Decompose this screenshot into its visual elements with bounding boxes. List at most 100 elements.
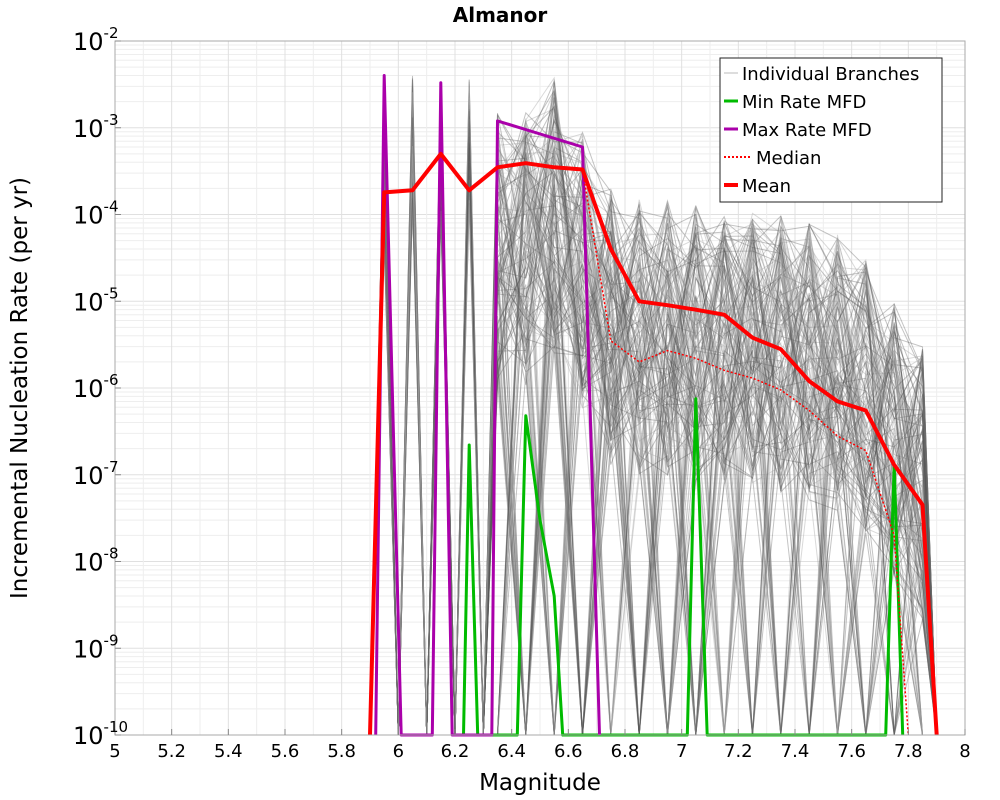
branch-line	[370, 127, 938, 736]
branch-line	[369, 104, 938, 736]
branch-line	[370, 95, 937, 736]
legend: Individual Branches Min Rate MFD Max Rat…	[719, 57, 943, 203]
branch-line	[369, 113, 937, 736]
y-tick-label: 10-7	[73, 458, 119, 490]
x-tick-label: 8	[959, 741, 970, 762]
y-tick-label: 10-2	[73, 24, 119, 56]
branch-line	[370, 88, 938, 736]
y-tick-label: 10-5	[73, 284, 119, 316]
legend-label-median: Median	[756, 148, 821, 169]
series-mean	[368, 151, 939, 736]
branch-line	[370, 81, 938, 736]
y-tick-label: 10-3	[73, 111, 119, 143]
legend-label-mean: Mean	[742, 176, 791, 197]
legend-label-max-rate: Max Rate MFD	[742, 120, 872, 141]
branch-line	[369, 131, 938, 736]
x-tick-label: 5.6	[271, 741, 300, 762]
legend-label-min-rate: Min Rate MFD	[742, 92, 866, 113]
series-max-rate-mfd	[374, 74, 601, 737]
branch-line	[370, 93, 938, 736]
x-tick-label: 7.2	[724, 741, 753, 762]
y-tick-label: 10-10	[73, 718, 128, 750]
branch-line	[369, 132, 938, 736]
branch-line	[369, 151, 938, 736]
x-axis-ticks: 5 5.2 5.4 5.6 5.8 6 6.2 6.4 6.6 6.8 7 7.2 7.4 7.6 7.8 8	[109, 729, 971, 762]
y-axis-ticks: 10-10 10-9 10-8 10-7 10-6 10-5 10-4 10-3 10-2	[73, 24, 128, 750]
branch-line	[369, 123, 938, 736]
branch-line	[370, 100, 938, 736]
branch-line	[370, 81, 938, 736]
x-tick-label: 5	[109, 741, 120, 762]
branch-line	[369, 108, 938, 736]
branch-line	[369, 106, 937, 736]
branch-line	[369, 111, 938, 736]
x-tick-label: 7.6	[837, 741, 866, 762]
branch-line	[369, 146, 938, 736]
branch-line	[369, 97, 938, 736]
branch-line	[369, 124, 938, 736]
branch-line	[369, 142, 938, 736]
branch-line	[370, 125, 938, 736]
branch-line	[370, 146, 938, 736]
branch-line	[369, 113, 938, 736]
x-tick-label: 7.8	[894, 741, 923, 762]
x-tick-label: 5.4	[214, 741, 243, 762]
branch-line	[370, 133, 937, 736]
chart-title: Almanor	[453, 3, 548, 27]
branch-line	[369, 97, 938, 736]
branch-line	[370, 107, 937, 736]
y-tick-label: 10-4	[73, 198, 119, 230]
x-tick-label: 6.4	[497, 741, 526, 762]
y-tick-label: 10-8	[73, 545, 119, 577]
x-tick-label: 7	[676, 741, 687, 762]
y-tick-label: 10-6	[73, 371, 119, 403]
x-tick-label: 6.6	[554, 741, 583, 762]
x-tick-label: 7.4	[781, 741, 810, 762]
branch-line	[370, 106, 938, 736]
branch-line	[369, 134, 938, 736]
branch-line	[369, 75, 938, 736]
branch-line	[370, 111, 938, 736]
y-tick-label: 10-9	[73, 631, 119, 663]
branch-line	[369, 104, 938, 736]
y-axis-label: Incremental Nucleation Rate (per yr)	[7, 177, 33, 599]
branch-line	[369, 83, 937, 736]
branch-line	[369, 89, 938, 736]
branch-line	[369, 142, 938, 736]
branch-line	[370, 126, 938, 736]
branch-line	[370, 79, 938, 736]
legend-box	[719, 57, 943, 203]
branch-line	[370, 178, 938, 736]
branch-line	[369, 132, 938, 736]
branch-line	[370, 134, 938, 736]
x-tick-label: 6	[393, 741, 404, 762]
x-tick-label: 5.8	[327, 741, 356, 762]
branch-line	[369, 117, 938, 736]
branch-line	[369, 111, 938, 736]
branch-line	[370, 130, 938, 736]
branch-line	[369, 105, 938, 736]
branch-line	[369, 97, 938, 736]
x-tick-label: 6.2	[441, 741, 470, 762]
branch-line	[369, 77, 938, 736]
branch-line	[370, 130, 938, 736]
branch-line	[370, 105, 938, 736]
branch-line	[370, 115, 938, 736]
legend-label-individual-branches: Individual Branches	[742, 64, 919, 85]
branch-line	[369, 111, 938, 736]
branch-line	[370, 112, 938, 736]
branch-line	[369, 115, 938, 736]
x-tick-label: 6.8	[611, 741, 640, 762]
branch-line	[369, 118, 938, 736]
x-tick-label: 5.2	[157, 741, 186, 762]
branch-line	[369, 157, 938, 736]
branch-line	[369, 111, 938, 736]
branch-line	[370, 167, 938, 736]
branch-line	[369, 162, 938, 736]
branch-line	[370, 104, 938, 736]
branch-line	[370, 120, 938, 736]
x-axis-label: Magnitude	[479, 770, 601, 796]
branch-line	[369, 160, 938, 736]
branch-line	[370, 133, 938, 736]
